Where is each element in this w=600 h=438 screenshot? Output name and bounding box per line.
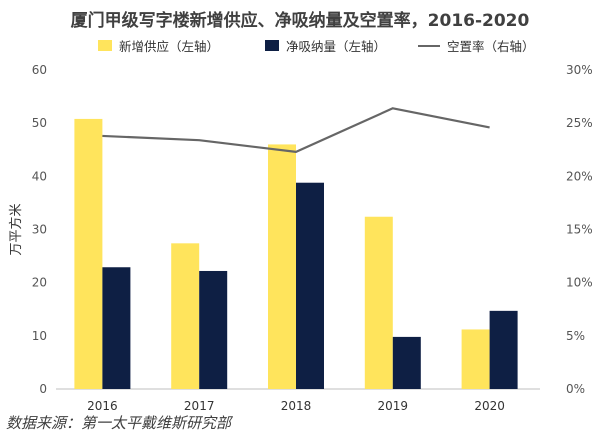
legend-label-vacancy: 空置率（右轴）	[447, 39, 535, 54]
x-tick-label: 2016	[87, 399, 118, 413]
bar-absorption-2019	[392, 336, 421, 389]
y-tick-label-right: 10%	[566, 276, 593, 290]
legend-item-absorption: 净吸纳量（左轴）	[265, 36, 386, 55]
y-tick-label-left: 30	[32, 223, 47, 237]
y-tick-label-right: 25%	[566, 116, 593, 130]
bar-absorption-2020	[489, 310, 518, 389]
y-tick-label-right: 0%	[566, 382, 585, 396]
chart-title: 厦门甲级写字楼新增供应、净吸纳量及空置率，2016-2020	[70, 11, 530, 31]
bar-supply-2020	[461, 329, 490, 389]
bar-supply-2018	[268, 144, 296, 389]
y-tick-label-left: 60	[32, 63, 47, 77]
y-tick-label-left: 40	[32, 169, 47, 183]
bar-absorption-2017	[199, 270, 228, 389]
legend-item-vacancy: 空置率（右轴）	[418, 36, 535, 55]
legend-swatch-absorption	[265, 40, 279, 51]
legend-item-supply: 新增供应（左轴）	[98, 36, 219, 55]
x-tick-label: 2018	[281, 399, 312, 413]
bar-supply-2019	[364, 216, 393, 389]
legend-label-absorption: 净吸纳量（左轴）	[286, 39, 387, 54]
y-tick-label-right: 20%	[566, 169, 593, 183]
bar-absorption-2018	[296, 182, 324, 389]
y-tick-label-left: 0	[39, 382, 47, 396]
y-axis-label: 万平方米	[8, 203, 24, 255]
x-tick-label: 2020	[474, 399, 505, 413]
y-tick-label-right: 5%	[566, 329, 585, 343]
x-tick-label: 2017	[184, 399, 215, 413]
legend-label-supply: 新增供应（左轴）	[119, 39, 220, 54]
bar-absorption-2016	[102, 267, 131, 389]
y-tick-label-right: 30%	[566, 63, 593, 77]
x-tick-label: 2019	[378, 399, 409, 413]
legend: 新增供应（左轴） 净吸纳量（左轴） 空置率（右轴）	[0, 36, 600, 54]
bar-supply-2017	[171, 243, 200, 389]
y-tick-label-left: 20	[32, 276, 47, 290]
data-source: 数据来源：第一太平戴维斯研究部	[6, 414, 232, 432]
y-tick-label-left: 10	[32, 329, 47, 343]
legend-swatch-vacancy	[418, 44, 440, 47]
legend-swatch-supply	[98, 40, 112, 51]
y-tick-label-right: 15%	[566, 223, 593, 237]
y-tick-label-left: 50	[32, 116, 47, 130]
bar-supply-2016	[74, 118, 103, 389]
